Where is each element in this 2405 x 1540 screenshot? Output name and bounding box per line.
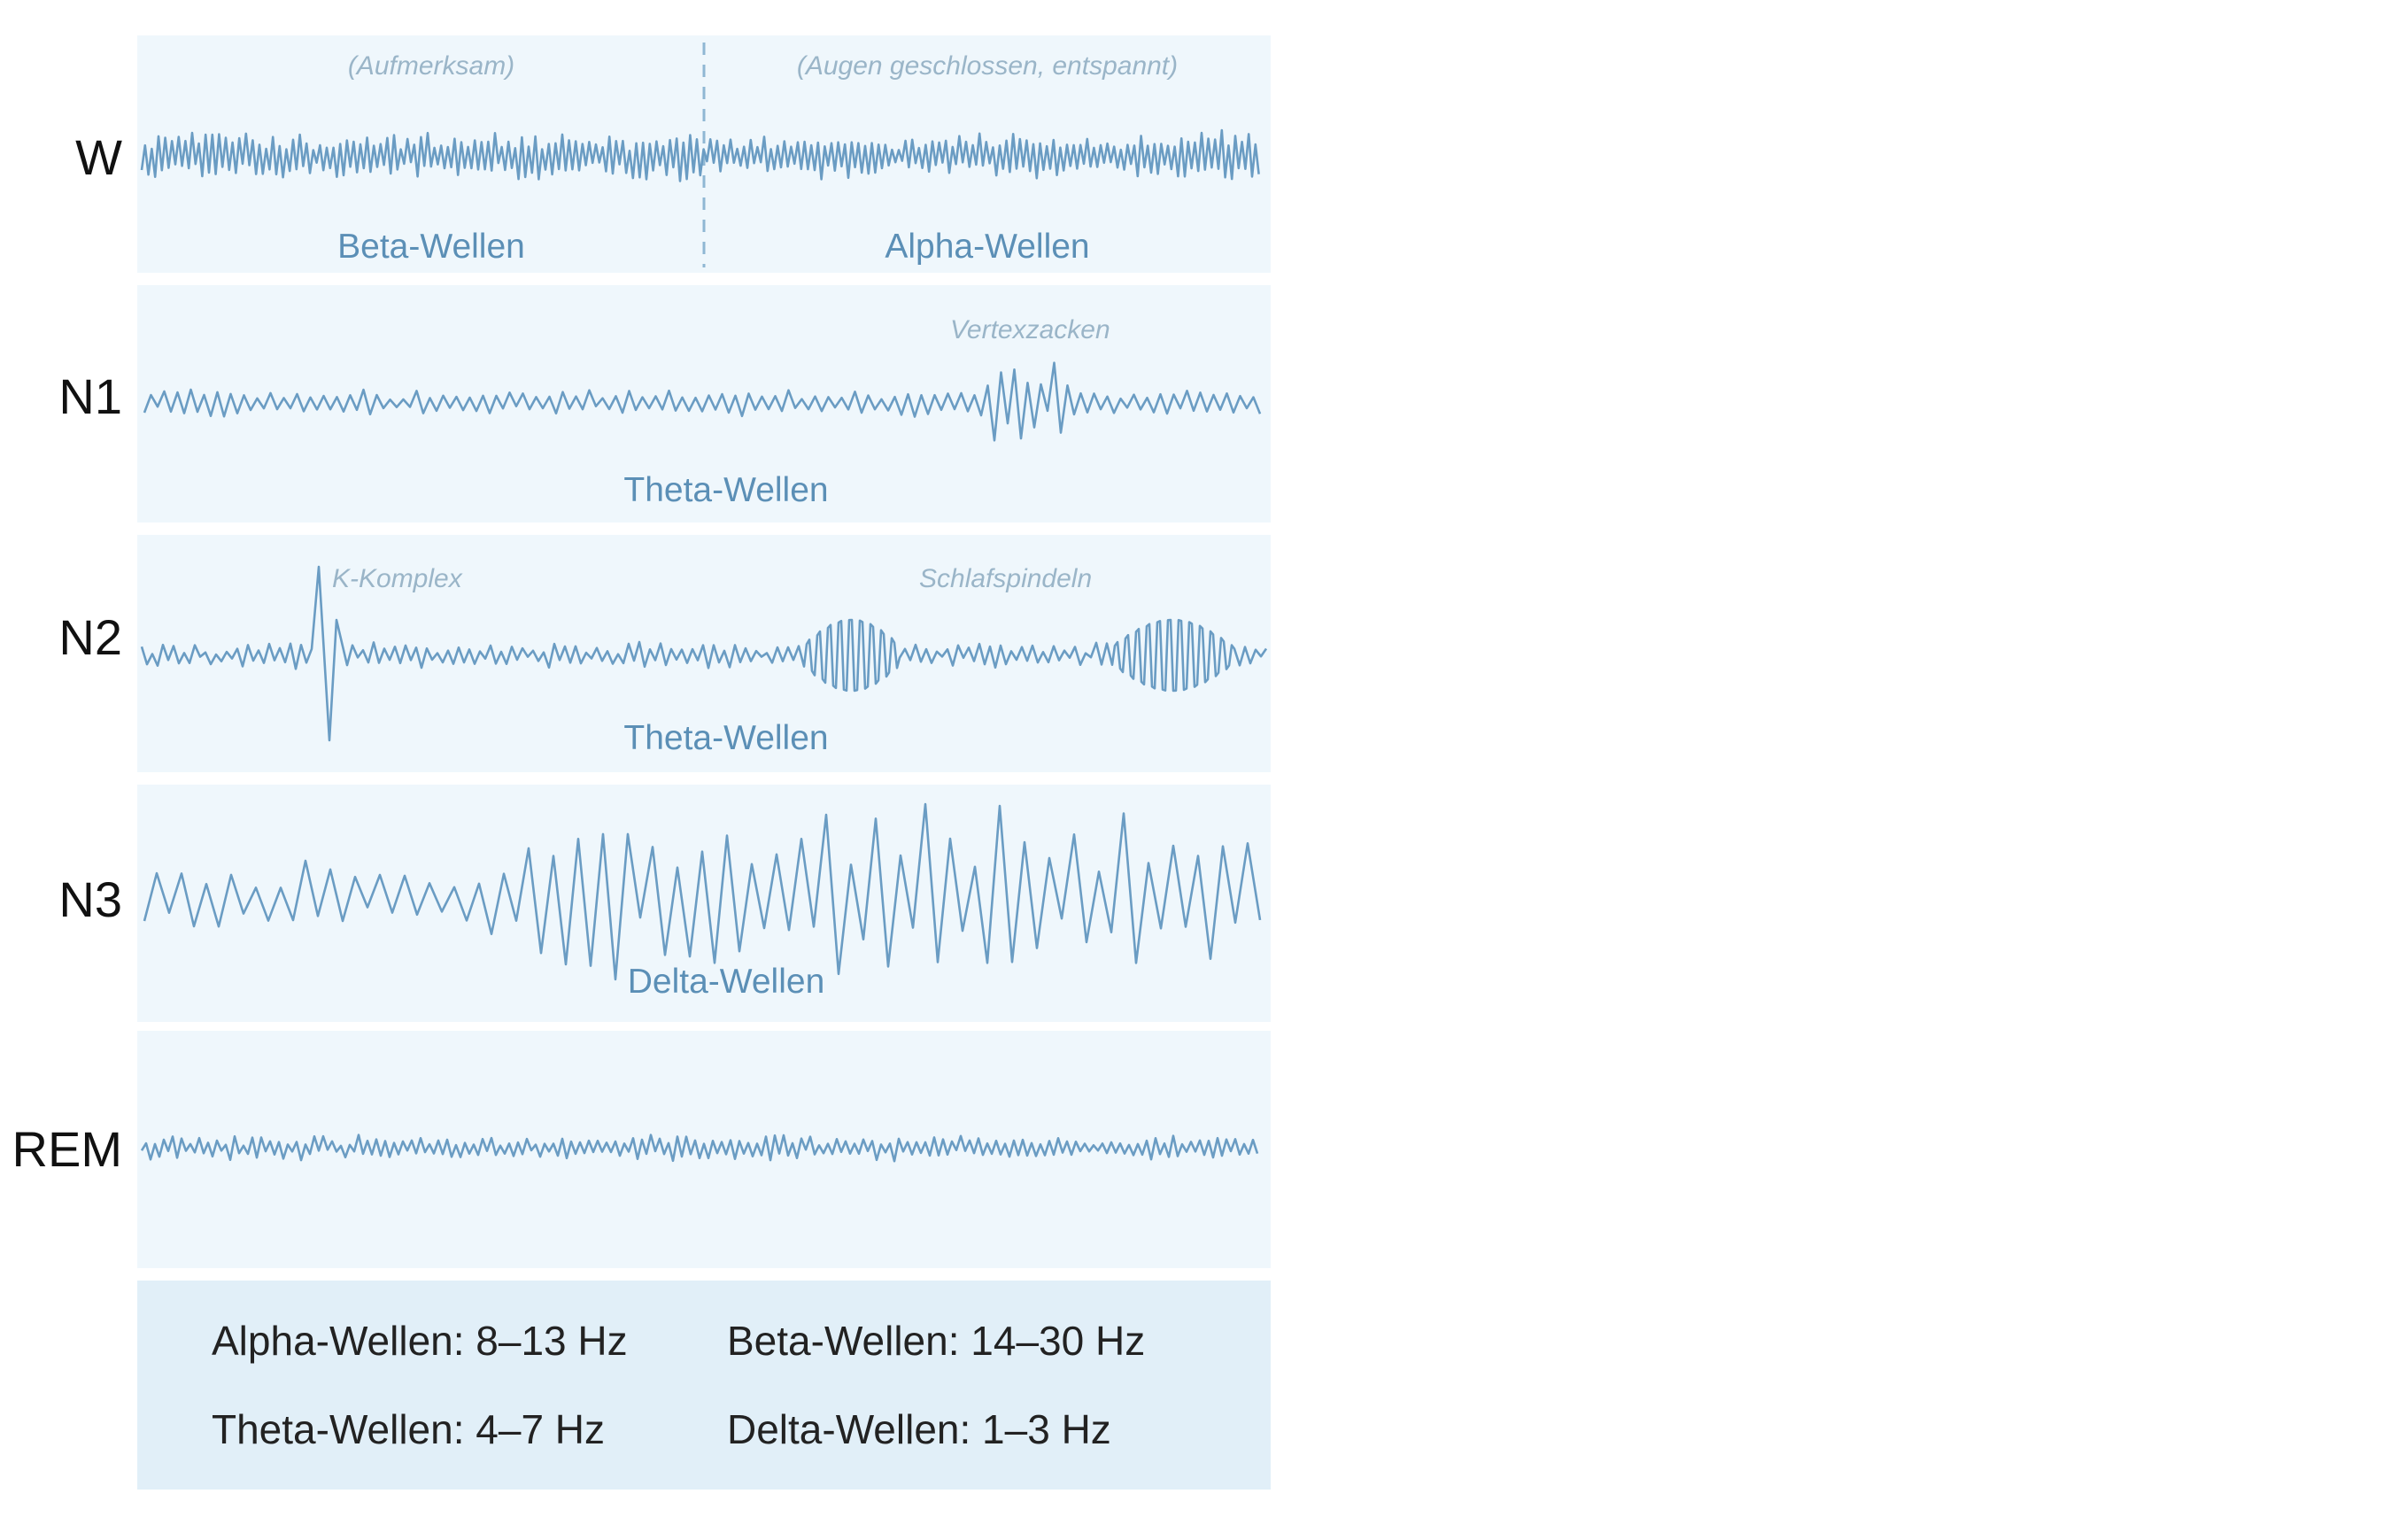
- legend-beta: Beta-Wellen: 14–30 Hz: [727, 1318, 1146, 1364]
- waveform-n2: [140, 565, 1268, 742]
- stage-panel-n1: [137, 285, 1271, 522]
- wave-label-theta-n1: Theta-Wellen: [623, 471, 829, 509]
- stage-label-n2: N2: [58, 609, 122, 665]
- frequency-legend: Alpha-Wellen: 8–13 Hz Beta-Wellen: 14–30…: [137, 1281, 1271, 1490]
- legend-theta: Theta-Wellen: 4–7 Hz: [212, 1406, 606, 1452]
- wave-label-beta: Beta-Wellen: [337, 228, 525, 266]
- legend-alpha: Alpha-Wellen: 8–13 Hz: [212, 1318, 628, 1364]
- stage-label-rem: REM: [12, 1121, 122, 1177]
- stage-label-n3: N3: [58, 871, 122, 927]
- waveform-n1: [143, 361, 1262, 442]
- note-schlafspindeln: Schlafspindeln: [919, 564, 1093, 593]
- waveform-n3: [143, 802, 1262, 981]
- stage-label-w: W: [75, 129, 122, 185]
- legend-delta: Delta-Wellen: 1–3 Hz: [727, 1406, 1111, 1452]
- note-augen-geschlossen: (Augen geschlossen, entspannt): [796, 51, 1179, 81]
- waveform-w: [140, 128, 1260, 182]
- wave-label-alpha: Alpha-Wellen: [885, 228, 1090, 266]
- note-aufmerksam: (Aufmerksam): [347, 51, 515, 81]
- wave-label-theta-n2: Theta-Wellen: [623, 719, 829, 757]
- wave-label-delta: Delta-Wellen: [627, 963, 825, 1001]
- waveform-rem: [140, 1134, 1259, 1163]
- note-k-komplex: K-Komplex: [332, 564, 462, 593]
- stage-label-n1: N1: [58, 368, 122, 424]
- note-vertexzacken: Vertexzacken: [950, 315, 1110, 344]
